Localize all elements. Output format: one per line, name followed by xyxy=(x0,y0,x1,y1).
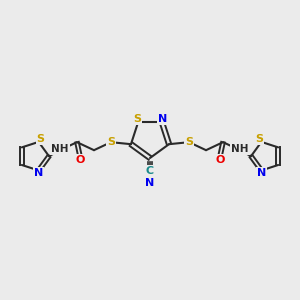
Text: NH: NH xyxy=(51,144,69,154)
Text: N: N xyxy=(34,168,43,178)
Text: S: S xyxy=(255,134,263,144)
Text: S: S xyxy=(37,134,45,144)
Text: N: N xyxy=(158,114,167,124)
Text: O: O xyxy=(215,155,225,165)
Text: S: S xyxy=(185,137,193,147)
Text: O: O xyxy=(75,155,85,165)
Text: NH: NH xyxy=(231,144,249,154)
Text: S: S xyxy=(133,114,141,124)
Text: C: C xyxy=(146,166,154,176)
Text: N: N xyxy=(257,168,266,178)
Text: S: S xyxy=(107,137,115,147)
Text: N: N xyxy=(146,178,154,188)
